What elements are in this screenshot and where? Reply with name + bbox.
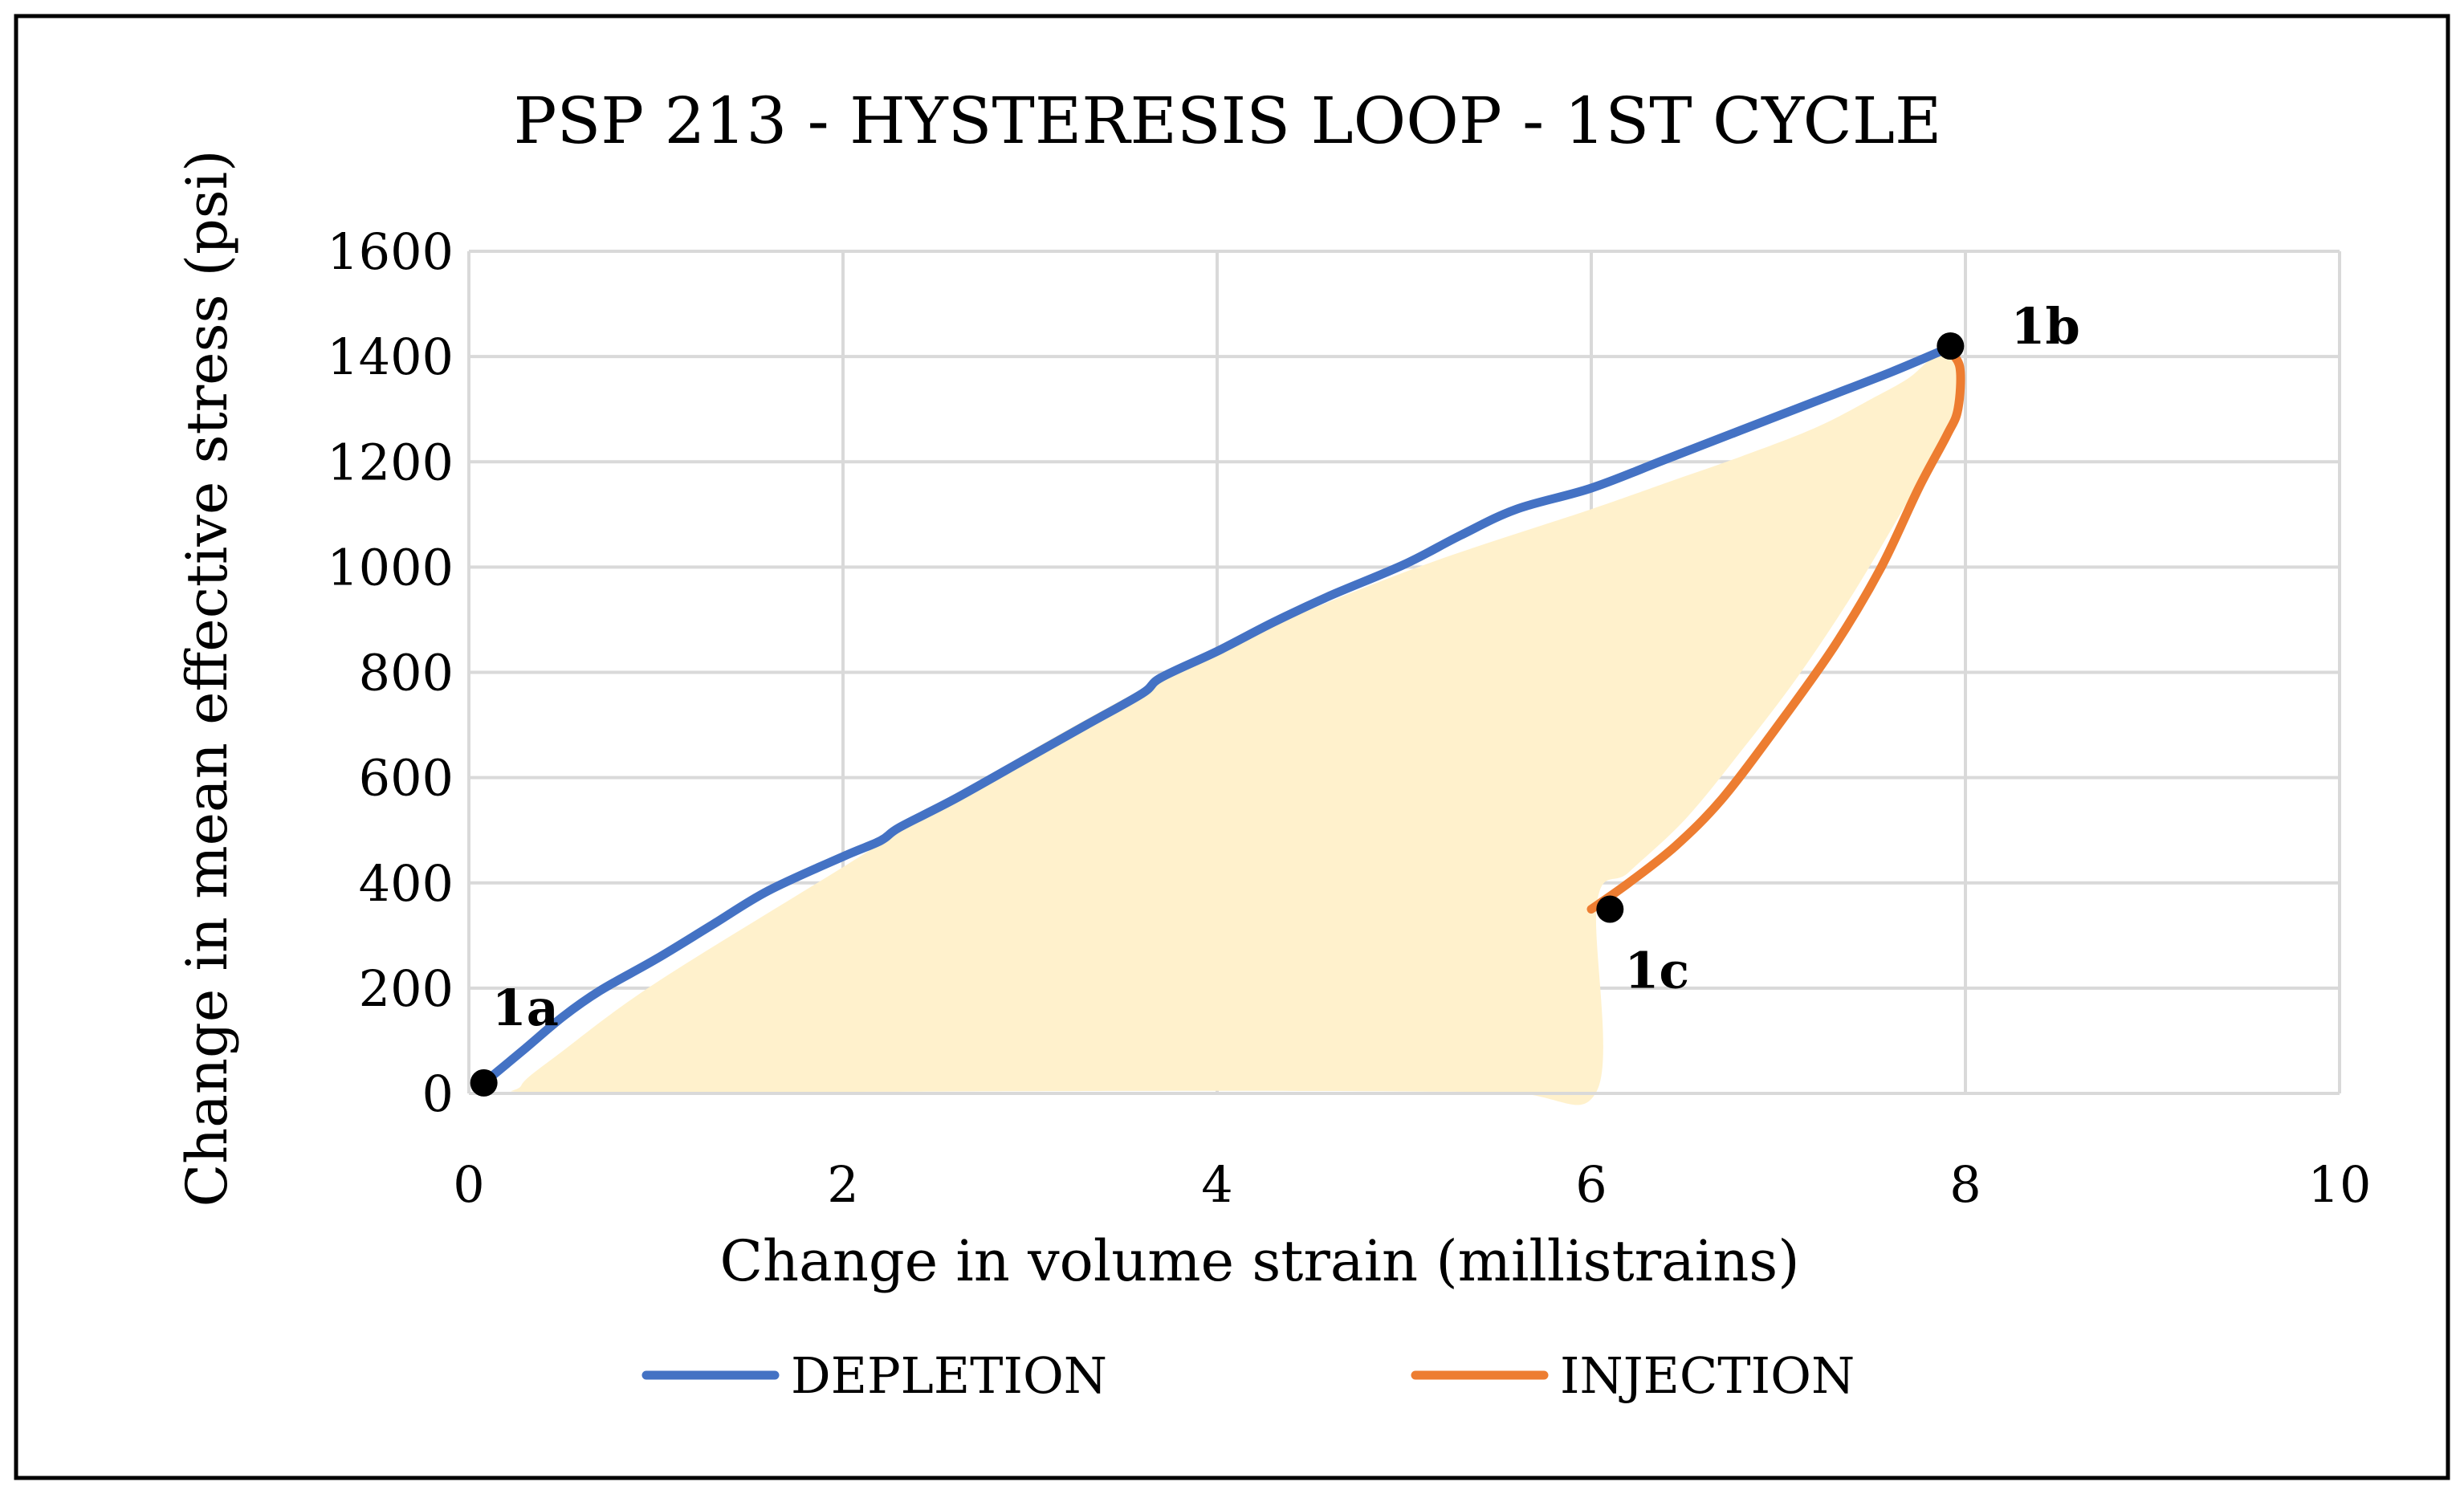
point-label-1c: 1c bbox=[1624, 942, 1689, 1000]
hysteresis-loop-area bbox=[511, 349, 1961, 1105]
x-tick-label: 2 bbox=[827, 1155, 858, 1214]
y-tick-label: 600 bbox=[359, 749, 454, 808]
annotation-markers: 1a 1b 1c bbox=[470, 297, 2080, 1097]
point-marker-1a bbox=[470, 1069, 498, 1097]
x-tick-label: 8 bbox=[1949, 1155, 1981, 1214]
loop-area bbox=[511, 349, 1961, 1105]
y-axis-title: Change in mean effective stress (psi) bbox=[174, 150, 240, 1207]
y-tick-label: 800 bbox=[359, 644, 454, 702]
axes: 0 200 400 600 800 1000 1200 1400 1600 0 2 4 6 8 10 bbox=[327, 222, 2371, 1214]
point-marker-1b bbox=[1937, 332, 1965, 360]
x-tick-label: 10 bbox=[2308, 1155, 2372, 1214]
x-tick-label: 4 bbox=[1201, 1155, 1232, 1214]
y-tick-label: 200 bbox=[359, 959, 454, 1018]
x-tick-label: 0 bbox=[453, 1155, 484, 1214]
series-line-injection bbox=[1586, 344, 1965, 914]
y-tick-label: 1000 bbox=[327, 538, 454, 596]
y-tick-label: 400 bbox=[359, 854, 454, 913]
chart-title: PSP 213 - HYSTERESIS LOOP - 1ST CYCLE bbox=[514, 83, 1942, 158]
legend: DEPLETION INJECTION bbox=[641, 1346, 1855, 1405]
x-axis-title: Change in volume strain (millistrains) bbox=[719, 1228, 1799, 1294]
y-tick-label: 1200 bbox=[327, 433, 454, 491]
y-tick-label: 0 bbox=[422, 1065, 454, 1123]
x-tick-label: 6 bbox=[1575, 1155, 1607, 1214]
series-lines bbox=[479, 344, 1965, 1088]
y-tick-label: 1600 bbox=[327, 222, 454, 281]
series-line-depletion bbox=[479, 344, 1952, 1088]
legend-label-injection: INJECTION bbox=[1560, 1346, 1855, 1405]
point-label-1b: 1b bbox=[2010, 297, 2080, 356]
point-marker-1c bbox=[1596, 895, 1624, 923]
legend-label-depletion: DEPLETION bbox=[791, 1346, 1107, 1405]
y-tick-label: 1400 bbox=[327, 328, 454, 386]
point-label-1a: 1a bbox=[492, 979, 559, 1037]
